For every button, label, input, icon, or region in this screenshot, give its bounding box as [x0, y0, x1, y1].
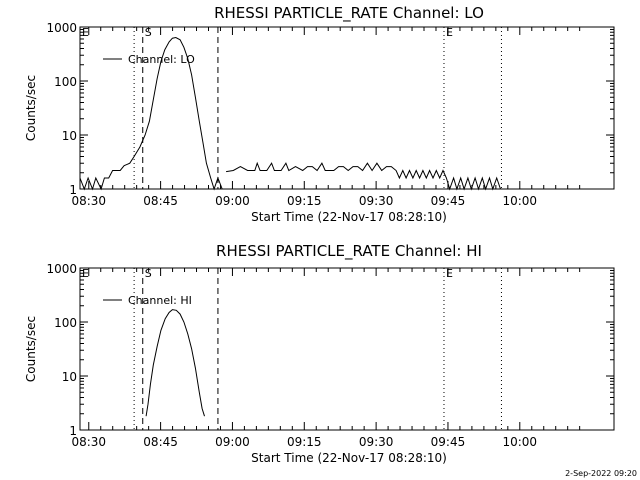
panel1-x-tick-label: 09:00 — [215, 194, 250, 208]
panel2-x-tick-label: 09:45 — [431, 435, 466, 449]
panel2-axes-frame — [79, 267, 615, 431]
panel1-title: RHESSI PARTICLE_RATE Channel: LO — [214, 4, 484, 23]
panel1-y-tick-label: 1 — [69, 183, 77, 197]
panel1-series-line — [79, 36, 223, 191]
panel2-x-tick-label: 09:15 — [287, 435, 322, 449]
panel2-x-tick-label: 09:30 — [359, 435, 394, 449]
panel2-x-tick-label: 08:45 — [143, 435, 178, 449]
panel2-y-tick-label: 100 — [54, 316, 77, 330]
panel1-x-tick-label: 08:45 — [143, 194, 178, 208]
panel1-x-tick-label: 10:00 — [502, 194, 537, 208]
panel2-marker-label: E — [446, 267, 453, 280]
panel2-x-axis-label: Start Time (22-Nov-17 08:28:10) — [251, 451, 447, 465]
panel1-x-axis-label: Start Time (22-Nov-17 08:28:10) — [251, 210, 447, 224]
panel2-y-tick-label: 1000 — [46, 262, 77, 276]
panel2-x-tick-label: 10:00 — [502, 435, 537, 449]
panel1-y-tick-label: 100 — [54, 75, 77, 89]
generation-timestamp: 2-Sep-2022 09:20 — [565, 469, 637, 478]
panel1-y-axis-label: Counts/sec — [24, 75, 38, 141]
panel1-corner-label: E — [82, 26, 89, 39]
panel2-y-axis-label: Counts/sec — [24, 316, 38, 382]
panel2-y-tick-label: 10 — [62, 370, 77, 384]
panel2-title: RHESSI PARTICLE_RATE Channel: HI — [216, 242, 482, 261]
panel1-marker-label: S — [145, 26, 152, 39]
panel2-x-tick-label: 08:30 — [71, 435, 106, 449]
panel1-x-tick-label: 09:15 — [287, 194, 322, 208]
panel1-marker-label: E — [446, 26, 453, 39]
panel2-legend-label: Channel: HI — [128, 294, 192, 307]
panel2-y-tick-label: 1 — [69, 424, 77, 438]
panel2-x-tick-label: 09:00 — [215, 435, 250, 449]
panel1-y-tick-label: 10 — [62, 129, 77, 143]
panel1-y-tick-label: 1000 — [46, 21, 77, 35]
panel1-x-tick-label: 09:30 — [359, 194, 394, 208]
panel1-series-line — [226, 161, 501, 191]
panel1-x-tick-label: 09:45 — [431, 194, 466, 208]
panel2-marker-label: S — [145, 267, 152, 280]
panel2-corner-label: E — [82, 267, 89, 280]
panel1-x-tick-label: 08:30 — [71, 194, 106, 208]
panel1-axes-frame — [79, 26, 615, 190]
panel2-series-line — [145, 309, 205, 417]
